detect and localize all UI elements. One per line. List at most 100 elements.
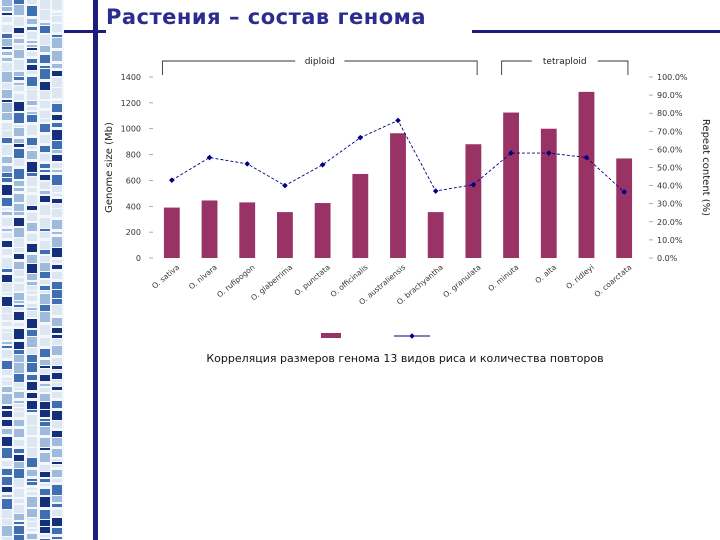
gel-band	[2, 173, 12, 177]
y-tick-label: 1400	[121, 73, 141, 82]
gel-band	[40, 453, 50, 462]
gel-band	[40, 291, 50, 293]
gel-band	[52, 290, 62, 298]
gel-band	[2, 131, 12, 137]
gel-band	[14, 293, 24, 300]
gel-band	[2, 52, 12, 55]
gel-band	[52, 282, 62, 289]
gel-band	[14, 363, 24, 373]
gel-band	[27, 19, 37, 24]
gel-band	[14, 194, 24, 202]
gel-band	[27, 319, 37, 328]
gel-band	[40, 182, 50, 189]
gel-band	[40, 91, 50, 99]
gel-band	[52, 358, 62, 365]
y2-tick-label: 0.0%	[657, 254, 678, 263]
gel-band	[52, 248, 62, 257]
gel-band	[40, 82, 50, 90]
gel-band	[2, 406, 12, 409]
gel-band	[52, 155, 62, 161]
gel-band	[14, 35, 24, 37]
gel-band	[2, 229, 12, 231]
y2-tick-label: 60.0%	[657, 145, 683, 154]
gel-band	[14, 469, 24, 478]
gel-band	[2, 58, 12, 61]
gel-band	[27, 393, 37, 398]
bar	[352, 173, 369, 258]
gel-band	[2, 138, 12, 143]
gel-band	[14, 449, 24, 453]
gel-band	[40, 448, 50, 450]
gel-band	[52, 528, 62, 534]
gel-band	[40, 205, 50, 215]
gel-band	[27, 162, 37, 172]
gel-band	[40, 427, 50, 435]
gel-band	[14, 412, 24, 417]
gel-band	[52, 339, 62, 345]
gel-band	[40, 46, 50, 52]
gel-band	[52, 272, 62, 279]
gel-band	[52, 305, 62, 315]
dna-gel-image	[2, 0, 62, 540]
gel-band	[40, 422, 50, 426]
gel-band	[40, 66, 50, 68]
gel-band	[40, 0, 50, 9]
gel-band	[40, 232, 50, 238]
gel-band	[27, 375, 37, 380]
gel-band	[52, 401, 62, 408]
gel-band	[2, 258, 12, 268]
gel-band	[14, 301, 24, 303]
gel-band	[27, 492, 37, 495]
gel-band	[40, 484, 50, 486]
gel-band	[14, 323, 24, 326]
gel-band	[2, 157, 12, 163]
gel-band	[2, 314, 12, 320]
gel-band	[52, 64, 62, 68]
gel-band	[52, 383, 62, 386]
gel-band	[2, 333, 12, 340]
gel-band	[14, 499, 24, 503]
legend-bar-swatch	[321, 333, 341, 338]
gel-band	[40, 241, 50, 249]
title-backdrop	[106, 30, 472, 33]
bar	[540, 128, 557, 258]
gel-band	[14, 374, 24, 382]
bar	[239, 202, 256, 258]
gel-band	[40, 472, 50, 477]
gel-band	[14, 392, 24, 398]
group-label-bg	[531, 55, 598, 67]
gel-band	[27, 195, 37, 205]
chart-caption: Корреляция размеров генома 13 видов риса…	[206, 352, 604, 365]
gel-band	[2, 387, 12, 392]
line-point	[319, 161, 326, 168]
gel-band	[2, 13, 12, 15]
gel-band	[52, 175, 62, 185]
gel-band	[2, 208, 12, 210]
gel-band	[52, 163, 62, 168]
gel-band	[40, 280, 50, 284]
gel-band	[40, 250, 50, 254]
x-tick-label: O. ridleyi	[564, 263, 595, 291]
gel-band	[14, 404, 24, 407]
gel-band	[40, 369, 50, 374]
gel-band	[14, 204, 24, 211]
gel-band	[27, 482, 37, 485]
gel-band	[27, 0, 37, 4]
line-point	[169, 177, 175, 183]
gel-band	[14, 489, 24, 497]
gel-band	[52, 232, 62, 234]
y-tick-label: 600	[126, 176, 141, 185]
gel-band	[40, 10, 50, 20]
gel-band	[27, 518, 37, 521]
gel-band	[52, 71, 62, 76]
gel-band	[52, 411, 62, 420]
gel-band	[27, 529, 37, 531]
gel-band	[14, 270, 24, 276]
gel-band	[14, 169, 24, 179]
gel-band	[14, 248, 24, 252]
gel-band	[14, 455, 24, 461]
gel-band	[40, 272, 50, 278]
gel-band	[52, 78, 62, 87]
group-label: diploid	[305, 57, 335, 67]
gel-band	[27, 52, 37, 56]
